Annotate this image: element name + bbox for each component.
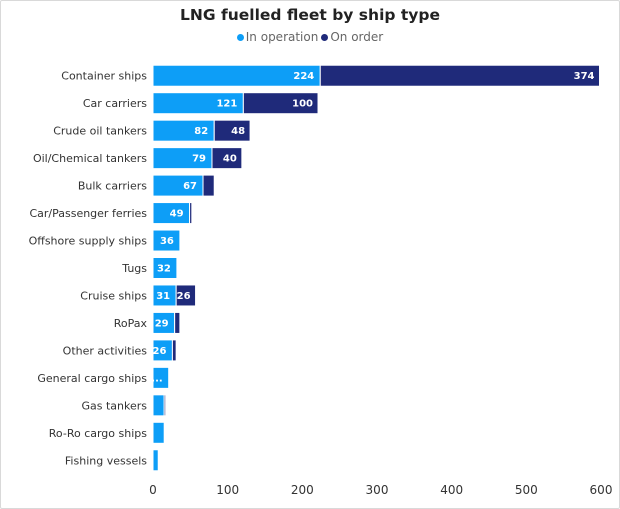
data-label-in-operation-cruise-ships: 31 — [156, 291, 170, 302]
chart-title: LNG fuelled fleet by ship type — [180, 6, 440, 24]
category-label-tugs: Tugs — [121, 262, 147, 275]
data-label-in-operation-bulk-carriers: 67 — [183, 181, 197, 192]
category-label-ropax: RoPax — [114, 317, 148, 330]
legend: In operation On order — [0, 30, 620, 44]
bar-on-order-car-passenger-ferries[interactable] — [189, 202, 193, 225]
x-tick-label: 300 — [366, 483, 389, 497]
bar-on-order-ropax[interactable] — [174, 311, 181, 334]
legend-dot-on-order — [321, 33, 329, 41]
x-tick-label: 0 — [149, 483, 157, 497]
category-label-general-cargo-ships: General cargo ships — [37, 372, 147, 385]
data-label-on-order-crude-oil-tankers: 48 — [231, 126, 245, 137]
bar-in-operation-gas-tankers[interactable] — [152, 394, 165, 417]
category-label-container-ships: Container ships — [61, 70, 147, 83]
category-label-cruise-ships: Cruise ships — [80, 289, 147, 302]
bar-in-operation-general-cargo-ships[interactable] — [152, 366, 170, 389]
bar-in-operation-tugs[interactable] — [152, 257, 178, 279]
x-tick-label: 600 — [590, 483, 613, 497]
legend-item-in-operation[interactable]: In operation — [236, 30, 319, 44]
x-tick-label: 400 — [440, 483, 463, 497]
bar-on-order-gas-tankers[interactable] — [163, 394, 167, 417]
data-label-in-operation-oil-chemical-tankers: 79 — [192, 154, 206, 165]
bar-on-order-cruise-ships[interactable] — [175, 284, 197, 307]
bar-on-order-other-activities[interactable] — [171, 339, 177, 362]
data-label-in-operation-other-activities: 26 — [152, 346, 166, 357]
bar-on-order-container-ships[interactable] — [319, 64, 601, 87]
category-label-fishing-vessels: Fishing vessels — [65, 454, 147, 467]
legend-label-on-order: On order — [330, 30, 384, 44]
data-label-in-operation-offshore-supply-ships: 36 — [160, 236, 174, 247]
category-label-other-activities: Other activities — [63, 344, 148, 357]
category-label-ro-ro-cargo-ships: Ro-Ro cargo ships — [49, 427, 147, 440]
data-label-in-operation-container-ships: 224 — [293, 71, 314, 82]
data-label-in-operation-tugs: 32 — [157, 264, 171, 275]
category-label-oil-chemical-tankers: Oil/Chemical tankers — [33, 152, 147, 165]
data-label-in-operation-car-carriers: 121 — [216, 99, 237, 110]
bar-on-order-crude-oil-tankers[interactable] — [213, 119, 251, 142]
data-label-on-order-car-carriers: 100 — [292, 99, 313, 110]
category-label-offshore-supply-ships: Offshore supply ships — [29, 235, 148, 248]
bar-on-order-oil-chemical-tankers[interactable] — [211, 147, 243, 170]
data-label-in-operation-car-passenger-ferries: 49 — [170, 209, 184, 220]
category-label-car-carriers: Car carriers — [83, 97, 147, 110]
bar-in-operation-offshore-supply-ships[interactable] — [152, 229, 181, 252]
category-label-bulk-carriers: Bulk carriers — [78, 180, 147, 193]
x-tick-label: 200 — [291, 483, 314, 497]
legend-label-in-operation: In operation — [245, 30, 319, 44]
data-label-in-operation-ropax: 29 — [155, 318, 169, 329]
data-label-on-order-cruise-ships: 26 — [177, 291, 191, 302]
data-label-in-operation-general-cargo-ships: ... — [151, 373, 162, 384]
category-label-gas-tankers: Gas tankers — [81, 399, 147, 412]
bar-in-operation-ro-ro-cargo-ships[interactable] — [152, 421, 165, 444]
bar-in-operation-fishing-vessels[interactable] — [152, 449, 159, 472]
data-label-on-order-oil-chemical-tankers: 40 — [223, 154, 237, 165]
x-tick-label: 100 — [216, 483, 239, 497]
category-label-crude-oil-tankers: Crude oil tankers — [53, 125, 147, 138]
legend-item-on-order[interactable]: On order — [321, 30, 383, 44]
bar-on-order-car-carriers[interactable] — [242, 92, 319, 115]
data-label-in-operation-crude-oil-tankers: 82 — [194, 126, 208, 137]
x-tick-label: 500 — [515, 483, 538, 497]
bar-on-order-bulk-carriers[interactable] — [202, 174, 215, 197]
legend-dot-in-operation — [236, 33, 244, 41]
category-label-car-passenger-ferries: Car/Passenger ferries — [29, 207, 147, 220]
data-label-on-order-container-ships: 374 — [574, 71, 595, 82]
